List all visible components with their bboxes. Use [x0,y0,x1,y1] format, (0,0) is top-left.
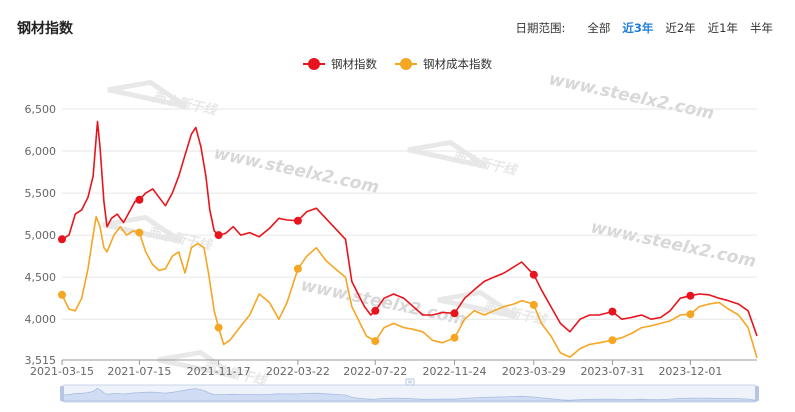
data-point[interactable] [529,270,538,279]
data-point[interactable] [58,290,66,299]
y-tick-label: 6,000 [25,145,57,158]
chart-title: 钢材指数 [17,21,73,37]
series-steel [58,120,758,337]
date-range-label: 日期范围: [515,21,566,35]
data-point[interactable] [608,307,617,316]
legend-item-steel[interactable]: 钢材指数 [303,56,377,72]
x-tick-label: 2021-03-15 [30,365,94,378]
x-axis: 2021-03-15 2021-07-15 2021-11-17 2022-03-22… [30,359,757,378]
legend-marker-steel-icon [303,58,325,70]
data-point[interactable] [135,228,144,237]
data-point[interactable] [58,235,66,244]
zoom-slider-right-handle[interactable] [755,386,759,401]
range-option-6m[interactable]: 半年 [750,21,773,35]
data-point[interactable] [608,336,617,345]
data-point[interactable] [135,195,144,204]
zoom-slider-left-handle[interactable] [60,386,64,401]
y-tick-label: 6,500 [25,103,57,116]
zoom-slider-grip-icon[interactable] [405,378,415,386]
legend-marker-cost-icon [395,58,417,70]
y-tick-label: 4,500 [25,271,57,284]
legend-item-cost[interactable]: 钢材成本指数 [395,56,492,72]
data-point[interactable] [450,309,459,318]
range-option-3y[interactable]: 近3年 [622,21,654,35]
x-tick-label: 2021-11-17 [187,365,251,378]
legend-label-cost: 钢材成本指数 [423,57,492,71]
x-tick-label: 2023-12-01 [658,365,722,378]
zoom-slider-sparkline [61,387,758,402]
x-tick-label: 2022-07-22 [343,365,407,378]
svg-text:西本新干线: 西本新干线 [451,149,520,179]
watermark-logo-icon: 西本新干线 [107,79,220,119]
data-point[interactable] [686,291,695,300]
data-point[interactable] [371,337,380,346]
legend-label-steel: 钢材指数 [331,57,377,71]
x-tick-label: 2023-03-29 [502,365,566,378]
y-tick-label: 5,500 [25,187,57,200]
range-option-1y[interactable]: 近1年 [707,21,738,35]
data-point[interactable] [450,333,459,342]
x-tick-label: 2022-03-22 [266,365,330,378]
data-point[interactable] [529,300,538,309]
watermarks: 西本新干线 www.steelx2.com 西本新干线 www.steelx2.… [102,69,758,389]
x-tick-label: 2021-07-15 [107,365,171,378]
date-range-selector: 日期范围: 全部 近3年 近2年 近1年 半年 [515,20,773,36]
data-point[interactable] [686,310,695,319]
data-point[interactable] [214,231,223,240]
watermark-logo-icon: 西本新干线 [407,139,520,179]
series-cost [58,215,758,359]
y-tick-label: 5,000 [25,229,57,242]
y-axis: 3,515 4,000 4,500 5,000 5,500 6,000 6,500 [25,103,57,367]
y-tick-label: 3,515 [25,354,57,367]
watermark-url: www.steelx2.com [589,217,758,272]
chart-legend: 钢材指数 钢材成本指数 [0,56,795,72]
zoom-slider[interactable] [60,378,759,403]
svg-text:西本新干线: 西本新干线 [151,89,220,119]
series-layer [58,120,758,359]
x-tick-label: 2023-07-31 [580,365,644,378]
data-point[interactable] [371,306,380,315]
y-tick-label: 4,000 [25,313,57,326]
watermark-url: www.steelx2.com [547,69,716,124]
range-option-2y[interactable]: 近2年 [665,21,696,35]
data-point[interactable] [293,264,302,273]
x-tick-label: 2022-11-24 [423,365,487,378]
data-point[interactable] [293,216,302,225]
range-option-all[interactable]: 全部 [587,21,611,35]
data-point[interactable] [214,323,223,332]
